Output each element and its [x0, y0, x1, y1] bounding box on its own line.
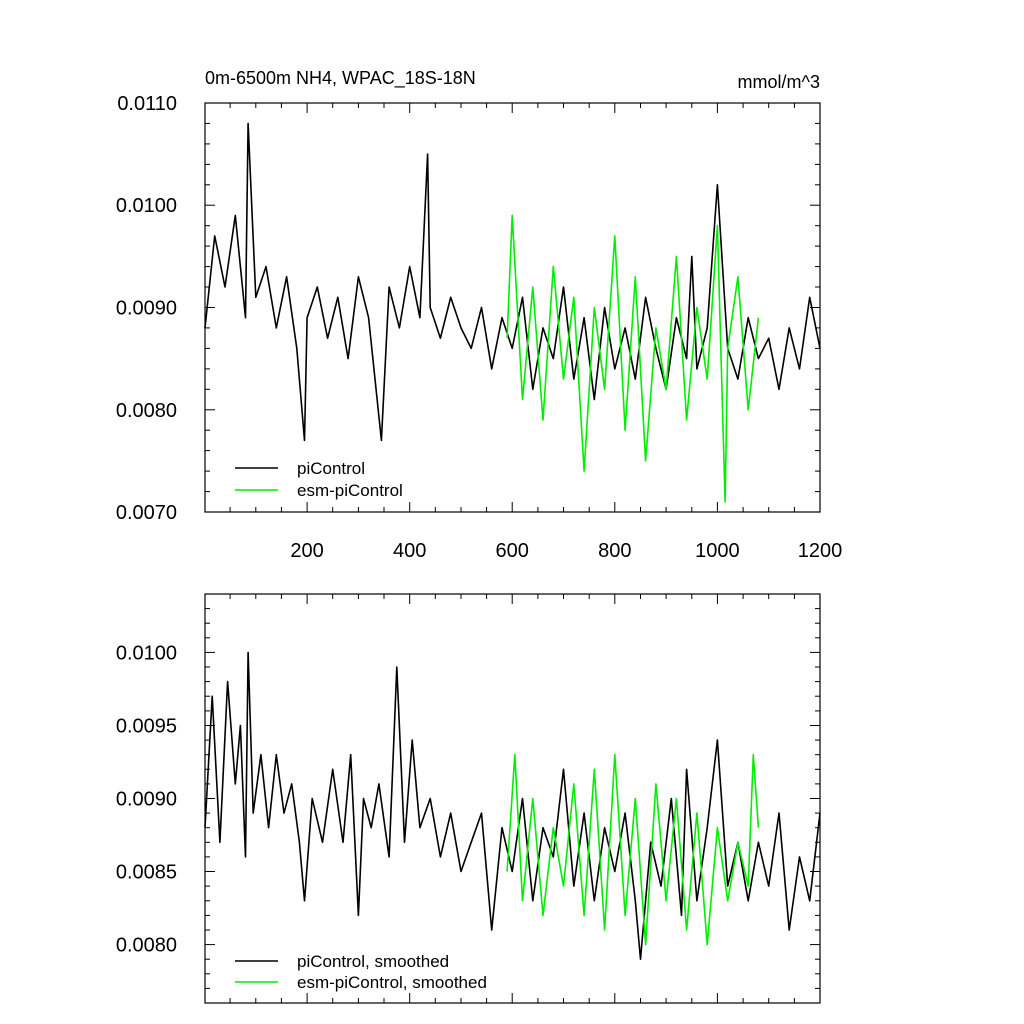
top-x-tick-label: 800	[598, 540, 631, 562]
top-x-tick-label: 400	[393, 540, 426, 562]
top-panel: 0m-6500m NH4, WPAC_18S-18N mmol/m^3 200 4…	[116, 68, 842, 562]
bottom-legend-label-esm-picontrol: esm-piControl, smoothed	[297, 973, 487, 992]
top-series	[204, 122, 821, 503]
top-x-tick-label: 200	[290, 540, 323, 562]
top-chart-title: 0m-6500m NH4, WPAC_18S-18N	[205, 68, 476, 89]
top-y-tick-label: 0.0090	[116, 298, 177, 320]
bottom-y-tick-label: 0.0080	[116, 935, 177, 957]
bottom-y-tick-label: 0.0090	[116, 789, 177, 811]
bottom-panel: 0.0080 0.0085 0.0090 0.0095 0.0100 piControl…	[116, 593, 821, 1004]
top-y-tick-label: 0.0110	[117, 93, 177, 115]
bottom-legend: piControl, smoothed esm-piControl, smoot…	[235, 952, 487, 992]
top-y-tick-label: 0.0100	[116, 195, 177, 217]
bottom-x-ticks	[229, 594, 821, 1003]
top-y-ticks: 0.0070 0.0080 0.0090 0.0100 0.0110	[116, 93, 820, 524]
bottom-y-tick-label: 0.0095	[116, 716, 177, 738]
bottom-series-line-esm-picontrol	[506, 753, 760, 946]
top-series-line-esm-picontrol	[506, 214, 760, 503]
bottom-y-ticks: 0.0080 0.0085 0.0090 0.0095 0.0100	[116, 593, 820, 1004]
bottom-y-tick-label: 0.0085	[116, 862, 177, 884]
bottom-series	[204, 651, 821, 961]
top-y-tick-label: 0.0080	[116, 400, 177, 422]
top-plot-frame	[204, 102, 821, 513]
top-x-tick-label: 1000	[695, 540, 740, 562]
bottom-legend-label-picontrol: piControl, smoothed	[297, 952, 449, 971]
top-legend-label-picontrol: piControl	[297, 459, 365, 478]
top-legend-label-esm-picontrol: esm-piControl	[297, 481, 403, 500]
top-y-tick-label: 0.0070	[116, 502, 177, 524]
top-chart-units: mmol/m^3	[738, 72, 820, 92]
bottom-series-line-picontrol	[204, 651, 821, 961]
top-x-tick-label: 1200	[798, 540, 843, 562]
top-series-line-picontrol	[204, 122, 821, 442]
top-x-tick-label: 600	[496, 540, 529, 562]
top-legend: piControl esm-piControl	[235, 459, 403, 500]
bottom-y-tick-label: 0.0100	[116, 642, 177, 664]
top-x-ticks: 200 400 600 800 1000 1200	[229, 103, 843, 562]
